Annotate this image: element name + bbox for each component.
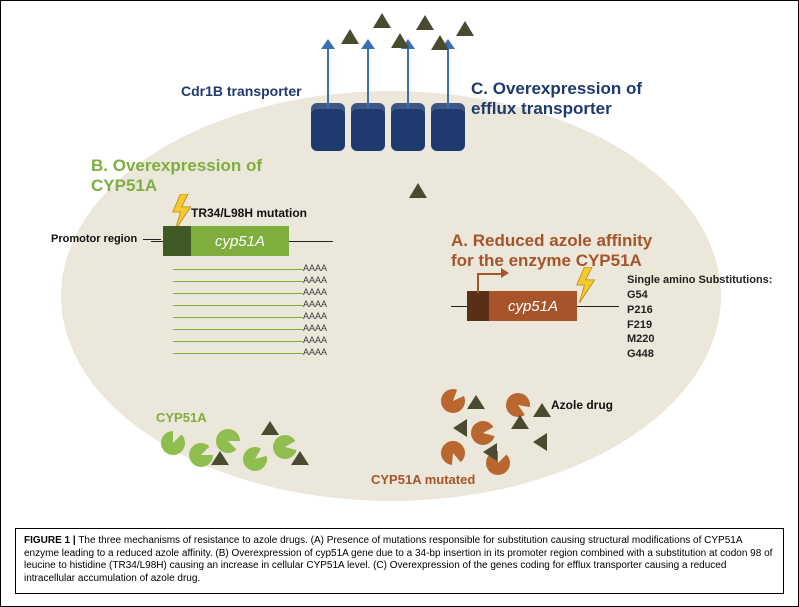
cyp51a-enzyme-icon [161, 431, 185, 455]
azole-icon [416, 15, 434, 30]
substitution-item: M220 [627, 332, 772, 347]
mutation-label: TR34/L98H mutation [191, 207, 307, 221]
mrna-transcript: AAAA [173, 329, 303, 330]
transporter-icon [431, 103, 465, 151]
promoter-pointer [143, 239, 161, 240]
azole-icon [483, 443, 497, 461]
azole-icon [261, 421, 279, 435]
gene-b: cyp51A [163, 226, 289, 256]
cyp51a-enzyme-text: CYP51A [156, 410, 207, 425]
efflux-arrowhead-icon [321, 39, 335, 49]
gene-b-body-label: cyp51A [215, 233, 265, 250]
promoter-arrow-icon [477, 273, 503, 293]
gene-a-body: cyp51A [489, 291, 577, 321]
polyA-tail: AAAA [303, 347, 327, 357]
azole-icon [341, 29, 359, 44]
section-a-title-line1: A. Reduced azole affinity [451, 231, 652, 251]
azole-icon [467, 395, 485, 409]
gene-a-body-label: cyp51A [508, 298, 558, 315]
mrna-transcript: AAAA [173, 305, 303, 306]
azole-icon [391, 33, 409, 48]
mrna-transcript: AAAA [173, 293, 303, 294]
sub-header-text: Single amino Substitutions: [627, 274, 772, 286]
lightning-icon [169, 194, 197, 230]
cyp51a-mutated-label: CYP51A mutated [371, 473, 475, 488]
lightning-icon [573, 267, 601, 303]
cyp51a-mutated-text: CYP51A mutated [371, 472, 475, 487]
polyA-tail: AAAA [303, 335, 327, 345]
figure-label: FIGURE 1 | [24, 535, 76, 546]
substitution-item: G448 [627, 347, 772, 362]
gene-b-line-right [289, 241, 333, 242]
azole-icon [431, 35, 449, 50]
section-b-title: B. Overexpression of CYP51A [91, 156, 262, 195]
section-b-title-line1: B. Overexpression of [91, 156, 262, 176]
azole-icon [291, 451, 309, 465]
polyA-tail: AAAA [303, 263, 327, 273]
mrna-transcript: AAAA [173, 281, 303, 282]
azole-icon [453, 419, 467, 437]
polyA-tail: AAAA [303, 323, 327, 333]
efflux-arrow-icon [447, 47, 449, 109]
efflux-arrow-icon [407, 47, 409, 109]
section-c-title-line1: C. Overexpression of [471, 79, 642, 99]
gene-b-body: cyp51A [191, 226, 289, 256]
substitution-item: P216 [627, 303, 772, 318]
cyp51a-enzyme-label: CYP51A [156, 411, 207, 426]
azole-drug-label: Azole drug [551, 399, 613, 413]
polyA-tail: AAAA [303, 299, 327, 309]
gene-a: cyp51A [467, 291, 577, 321]
figure-caption-text: The three mechanisms of resistance to az… [24, 535, 772, 584]
transporter-icon [351, 103, 385, 151]
promoter-label: Promotor region [51, 233, 137, 246]
efflux-arrowhead-icon [361, 39, 375, 49]
efflux-arrow-icon [367, 47, 369, 109]
mrna-transcript: AAAA [173, 341, 303, 342]
section-b-title-line2: CYP51A [91, 176, 262, 196]
figure-frame: Cdr1B transporter C. Overexpression of e… [0, 0, 799, 607]
mrna-transcript: AAAA [173, 269, 303, 270]
polyA-tail: AAAA [303, 311, 327, 321]
mrna-transcript: AAAA [173, 317, 303, 318]
mrna-transcript: AAAA [173, 353, 303, 354]
figure-caption: FIGURE 1 | The three mechanisms of resis… [15, 528, 784, 594]
cdr1b-label: Cdr1B transporter [181, 83, 302, 99]
section-c-title: C. Overexpression of efflux transporter [471, 79, 642, 118]
azole-icon [456, 21, 474, 36]
azole-icon [373, 13, 391, 28]
efflux-arrow-icon [327, 47, 329, 109]
promoter-arrowhead-icon [501, 268, 509, 278]
sub-header: Single amino Substitutions: [627, 273, 772, 288]
azole-drug-text: Azole drug [551, 398, 613, 412]
cdr1b-text: Cdr1B transporter [181, 83, 302, 99]
section-a-title-line2: for the enzyme CYP51A [451, 251, 652, 271]
azole-icon [533, 433, 547, 451]
substitution-item: G54 [627, 288, 772, 303]
cyp51a-enzyme-icon [216, 429, 240, 453]
gene-b-promoter [163, 226, 191, 256]
substitution-item: F219 [627, 318, 772, 333]
gene-a-line-left [451, 306, 467, 307]
mutation-text: TR34/L98H mutation [191, 206, 307, 220]
polyA-tail: AAAA [303, 287, 327, 297]
polyA-tail: AAAA [303, 275, 327, 285]
substitutions: G54P216F219M220G448 [627, 288, 772, 362]
gene-a-promoter [467, 291, 489, 321]
section-c-title-line2: efflux transporter [471, 99, 642, 119]
azole-icon [211, 451, 229, 465]
azole-icon [533, 403, 551, 417]
azole-icon [409, 183, 427, 198]
cell-oval [61, 91, 721, 501]
promoter-text: Promotor region [51, 233, 137, 245]
section-a-title: A. Reduced azole affinity for the enzyme… [451, 231, 652, 270]
azole-icon [511, 415, 529, 429]
transporter-icon [391, 103, 425, 151]
gene-b-line-left [151, 241, 163, 242]
transporter-icon [311, 103, 345, 151]
gene-a-line-right [577, 306, 619, 307]
substitution-list: Single amino Substitutions: G54P216F219M… [627, 273, 772, 362]
diagram-stage: Cdr1B transporter C. Overexpression of e… [11, 11, 788, 511]
